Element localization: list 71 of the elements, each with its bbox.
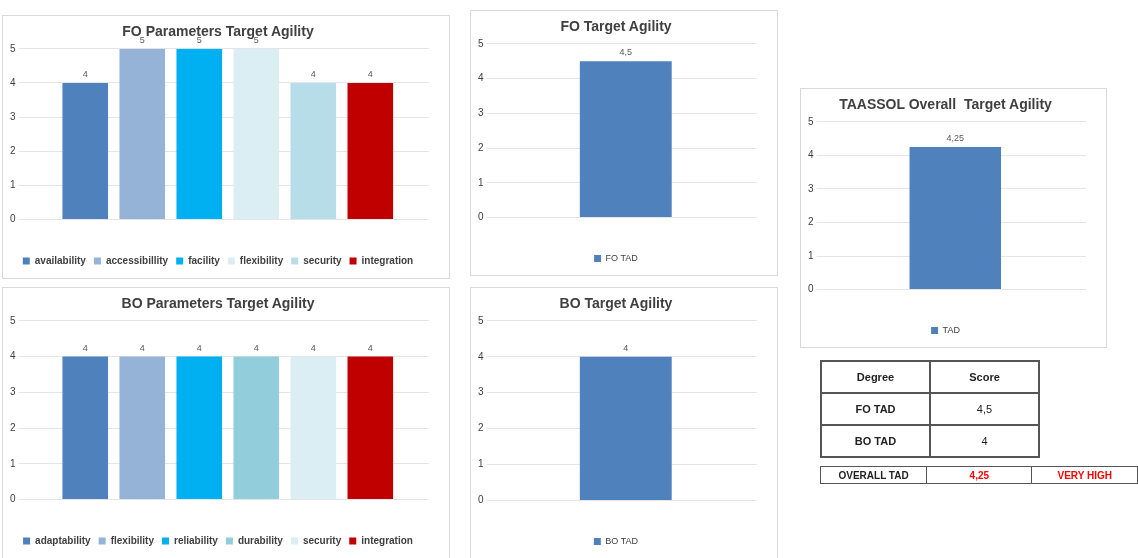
data-label: 4	[367, 342, 373, 353]
y-tick-label: 4	[478, 350, 484, 362]
data-label: 4	[253, 342, 259, 353]
y-tick-label: 1	[478, 176, 484, 188]
y-tick-label: 0	[478, 494, 484, 506]
data-label: 4	[196, 342, 202, 353]
y-tick-label: 4	[808, 149, 814, 161]
data-label: 4	[139, 342, 145, 353]
legend-label: adaptability	[35, 534, 92, 546]
y-tick-label: 4	[10, 350, 16, 362]
y-tick-label: 5	[478, 37, 484, 49]
chart-title: BO Target Agility	[559, 295, 673, 312]
y-tick-label: 4	[10, 76, 16, 88]
text: 4,5	[930, 393, 1039, 425]
chart-title: BO Parameters Target Agility	[121, 295, 315, 312]
y-tick-label: 5	[10, 314, 16, 326]
y-tick-label: 1	[808, 249, 814, 261]
text: FO TAD	[821, 393, 930, 425]
y-tick-label: 2	[10, 145, 16, 157]
y-tick-label: 5	[478, 314, 484, 326]
y-tick-label: 2	[808, 216, 814, 228]
legend-label: BO TAD	[605, 535, 639, 546]
legend-label: availability	[34, 254, 87, 266]
legend-label: facility	[188, 254, 221, 266]
data-label: 4	[82, 68, 88, 79]
legend-label: security	[303, 254, 342, 266]
data-label: 4	[82, 342, 88, 353]
data-label: 5	[139, 34, 145, 45]
y-tick-label: 0	[808, 283, 814, 295]
y-tick-label: 2	[478, 141, 484, 153]
legend-label: integration	[361, 534, 413, 546]
y-tick-label: 2	[478, 422, 484, 434]
legend-label: flexibility	[110, 534, 155, 546]
y-tick-label: 1	[10, 457, 16, 469]
legend-label: FO TAD	[605, 252, 639, 263]
data-label: 4,5	[619, 47, 633, 58]
data-label: 4	[310, 68, 316, 79]
legend-label: reliability	[173, 534, 219, 546]
data-label: 4,25	[946, 132, 965, 143]
y-tick-label: 1	[10, 179, 16, 191]
text: 4,25	[926, 466, 1032, 484]
data-label: 4	[623, 342, 629, 353]
y-tick-label: 4	[478, 72, 484, 84]
chart-title: TAASSOL Overall Target Agility	[839, 96, 1053, 113]
y-tick-label: 3	[10, 110, 16, 122]
text: Degree	[821, 361, 930, 393]
text: VERY HIGH	[1031, 466, 1138, 484]
text: 4	[930, 425, 1039, 457]
y-tick-label: 2	[10, 421, 16, 433]
y-tick-label: 3	[478, 386, 484, 398]
text: Score	[930, 361, 1039, 393]
y-tick-label: 0	[10, 493, 16, 505]
legend-label: accessibillity	[105, 254, 169, 266]
data-label: 4	[367, 68, 373, 79]
y-tick-label: 5	[10, 42, 16, 54]
text: OVERALL TAD	[820, 466, 927, 484]
data-label: 4	[310, 342, 316, 353]
legend-label: flexibility	[239, 254, 284, 266]
legend-label: TAD	[942, 324, 961, 335]
legend-label: security	[302, 534, 342, 546]
y-tick-label: 1	[478, 458, 484, 470]
y-tick-label: 5	[808, 115, 814, 127]
legend-label: durability	[237, 534, 284, 546]
legend-label: integration	[361, 254, 414, 266]
y-tick-label: 0	[10, 213, 16, 225]
y-tick-label: 0	[478, 211, 484, 223]
chart-title: FO Target Agility	[560, 18, 672, 35]
y-tick-label: 3	[10, 386, 16, 398]
y-tick-label: 3	[808, 182, 814, 194]
text: BO TAD	[821, 425, 930, 457]
y-tick-label: 3	[478, 107, 484, 119]
